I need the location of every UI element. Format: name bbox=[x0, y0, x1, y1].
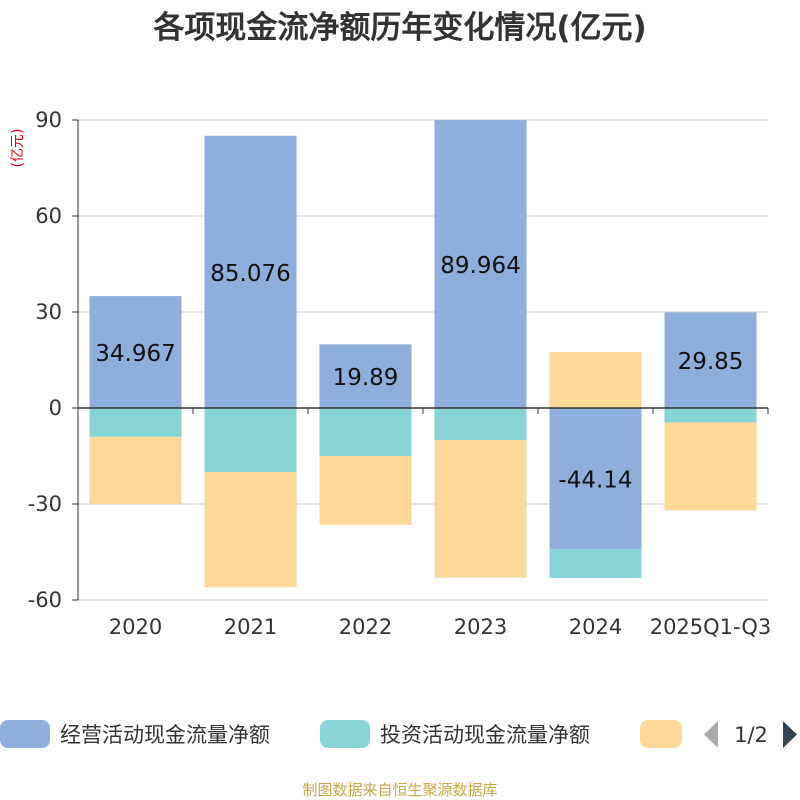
chart-title: 各项现金流净额历年变化情况(亿元) bbox=[152, 10, 646, 46]
bar-series1-2021 bbox=[204, 135, 297, 408]
bar-series2-2020 bbox=[89, 408, 182, 437]
bar-series2-2022 bbox=[319, 408, 412, 456]
data-labels: 34.967 85.076 19.89 89.964 -44.14 29.85 bbox=[95, 253, 743, 494]
bar-series2-2024 bbox=[549, 549, 642, 579]
bars bbox=[89, 120, 757, 588]
bar-series1-2025Q1-Q3 bbox=[664, 312, 757, 408]
legend-label-2[interactable]: 投资活动现金流量净额 bbox=[380, 723, 590, 747]
bar-series3-2022 bbox=[319, 456, 412, 525]
y-axis-label: (亿元) bbox=[10, 129, 26, 168]
legend-swatch-2[interactable] bbox=[320, 720, 370, 748]
y-tick-label: 60 bbox=[35, 204, 62, 228]
bar-series1-2020 bbox=[89, 296, 182, 408]
data-label: 34.967 bbox=[95, 341, 175, 367]
legend: 经营活动现金流量净额 投资活动现金流量净额 1/2 bbox=[0, 720, 797, 748]
axes: 90 60 30 0 -30 -60 2020 2021 2022 2023 2024 2025Q1-… bbox=[28, 108, 772, 639]
x-tick-label: 2025Q1-Q3 bbox=[650, 615, 772, 639]
x-tick-label: 2020 bbox=[109, 615, 162, 639]
data-label: 89.964 bbox=[440, 253, 520, 279]
legend-label-1[interactable]: 经营活动现金流量净额 bbox=[60, 723, 270, 747]
x-tick-label: 2022 bbox=[339, 615, 392, 639]
data-label: -44.14 bbox=[558, 468, 632, 494]
legend-prev-arrow-icon[interactable] bbox=[704, 721, 718, 748]
y-tick-label: -30 bbox=[28, 492, 62, 516]
y-tick-label: 30 bbox=[35, 300, 62, 324]
x-tick-label: 2023 bbox=[454, 615, 507, 639]
bar-series3-2024 bbox=[549, 352, 642, 408]
data-label: 29.85 bbox=[678, 349, 744, 375]
bar-series2-2023 bbox=[434, 408, 527, 440]
source-note: 制图数据来自恒生聚源数据库 bbox=[302, 781, 497, 799]
bar-series1-2022 bbox=[319, 344, 412, 408]
bar-series2-2021 bbox=[204, 408, 297, 472]
bar-series3-2025Q1-Q3 bbox=[664, 422, 757, 511]
legend-swatch-3[interactable] bbox=[640, 720, 682, 748]
bar-series2-2025Q1-Q3 bbox=[664, 408, 757, 423]
y-tick-label: -60 bbox=[28, 588, 62, 612]
data-label: 19.89 bbox=[333, 365, 399, 391]
x-tick-label: 2021 bbox=[224, 615, 277, 639]
legend-next-arrow-icon[interactable] bbox=[783, 721, 797, 748]
legend-page-indicator: 1/2 bbox=[734, 723, 768, 747]
y-tick-label: 0 bbox=[49, 396, 62, 420]
y-tick-label: 90 bbox=[35, 108, 62, 132]
bar-series1-2023 bbox=[434, 120, 527, 408]
bar-series1-2024 bbox=[549, 408, 642, 550]
bar-series3-2021 bbox=[204, 472, 297, 588]
bar-series3-2023 bbox=[434, 440, 527, 578]
x-tick-label: 2024 bbox=[569, 615, 622, 639]
bar-series3-2020 bbox=[89, 436, 182, 504]
data-label: 85.076 bbox=[210, 261, 290, 287]
legend-swatch-1[interactable] bbox=[0, 720, 50, 748]
